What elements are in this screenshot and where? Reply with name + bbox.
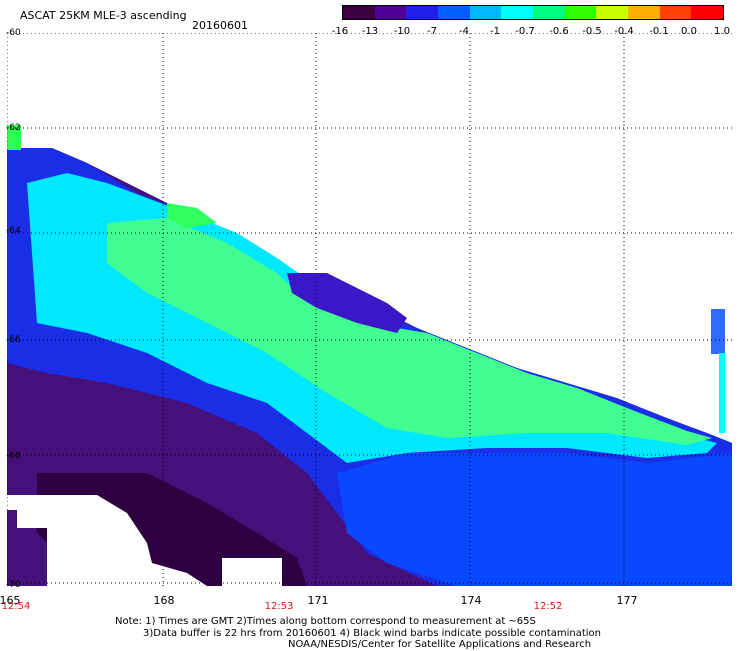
colorbar-swatch [564,6,597,19]
lat-label: -68 [6,451,21,461]
lon-label: 171 [307,594,329,607]
colorbar-swatch [659,6,692,19]
lat-label: -66 [6,335,21,345]
lat-label: -60 [6,28,21,38]
note-line-3: NOAA/NESDIS/Center for Satellite Applica… [288,639,592,650]
colorbar-swatch [374,6,407,19]
colorbar-tick: -0.4 [614,26,634,37]
product-date: 20160601 [192,19,248,32]
time-label: 12:54 [1,601,31,612]
lon-label: 165 [0,594,21,607]
lat-label: -62 [6,123,21,133]
colorbar-tick: -0.6 [549,26,569,37]
swath-green2 [167,203,217,228]
colorbar-swatch [628,6,660,19]
colorbar-swatch [501,6,534,19]
colorbar-tick: -16 [331,26,349,37]
data-gap [222,558,282,586]
lat-label: -70 [6,580,21,590]
time-label: 12:52 [533,601,563,612]
colorbar-tick: -10 [393,26,411,37]
colorbar-tick: 0.0 [681,26,697,37]
map-gridlines [7,33,732,586]
lon-label: 174 [460,594,482,607]
colorbar-tick: -7 [427,26,437,37]
colorbar-swatch [469,6,502,19]
lon-label: 168 [153,594,175,607]
lat-label: -64 [6,226,21,236]
lon-label: 177 [616,594,638,607]
colorbar-tick: -0.7 [515,26,535,37]
swath-right-strip-cyan [719,353,725,433]
product-title: ASCAT 25KM MLE-3 ascending [20,9,187,22]
time-label: 12:53 [264,601,294,612]
swath-green [107,218,712,445]
colorbar [342,5,724,20]
colorbar-swatch [343,6,375,19]
colorbar-swatch [596,6,629,19]
data-gap [7,495,17,510]
colorbar-tick-labels: -16 -13 -10 -7 -4 -1 -0.7 -0.6 -0.5 -0.4… [327,26,737,40]
wind-data-map [7,33,732,586]
note-line-2: 3)Data buffer is 22 hrs from 20160601 4)… [143,627,601,639]
colorbar-swatch [533,6,565,19]
colorbar-tick: 1.0 [714,26,730,37]
footnotes: Note: 1) Times are GMT 2)Times along bot… [115,616,601,651]
colorbar-tick: -13 [361,26,379,37]
colorbar-swatch [406,6,439,19]
note-line-1: Note: 1) Times are GMT 2)Times along bot… [115,616,536,627]
colorbar-tick: -0.5 [582,26,602,37]
swath-blue2 [337,453,732,586]
colorbar-swatch [691,6,724,19]
colorbar-tick: -1 [490,26,500,37]
colorbar-tick: -4 [459,26,469,37]
swath-right-strip [711,309,725,354]
colorbar-tick: -0.1 [649,26,669,37]
colorbar-swatch [438,6,470,19]
data-gap [17,495,207,586]
swath-purple-patch [287,273,407,333]
swath-green-edge [7,125,21,150]
